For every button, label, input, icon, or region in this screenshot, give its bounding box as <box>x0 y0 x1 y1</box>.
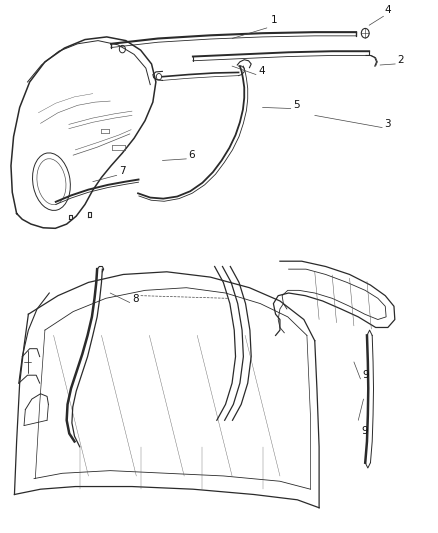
Text: 1: 1 <box>271 15 278 25</box>
Text: 5: 5 <box>293 100 300 110</box>
Text: 9: 9 <box>363 370 369 381</box>
Text: 6: 6 <box>188 150 195 160</box>
Text: 3: 3 <box>385 119 391 128</box>
Text: 4: 4 <box>385 5 391 14</box>
Text: 4: 4 <box>258 66 265 76</box>
Text: 2: 2 <box>397 55 404 65</box>
Text: 8: 8 <box>132 294 138 304</box>
Text: 7: 7 <box>119 166 126 176</box>
Text: 9: 9 <box>362 426 368 436</box>
